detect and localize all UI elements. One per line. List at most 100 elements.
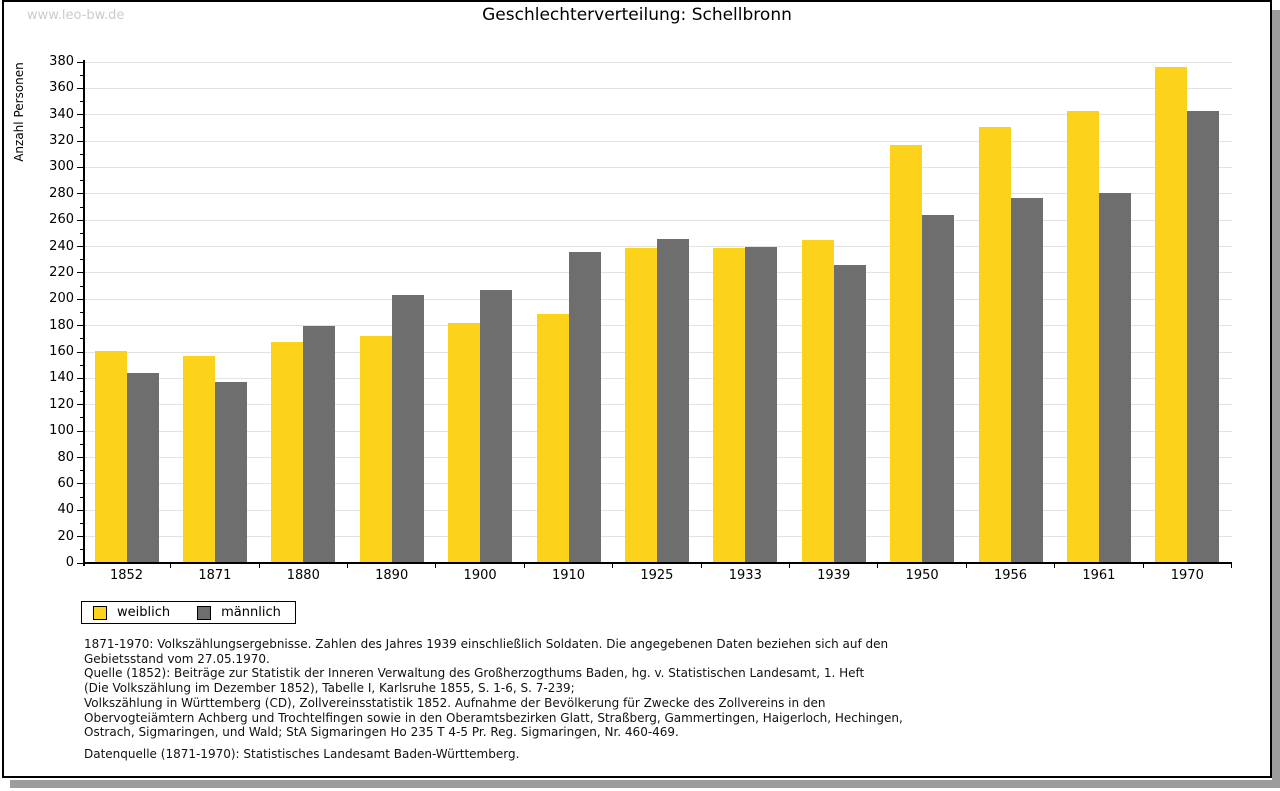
legend: weiblich männlich <box>81 601 296 624</box>
x-axis-tick <box>1054 564 1056 568</box>
y-axis-minor-tick <box>80 153 84 155</box>
bar-maennlich-1933 <box>745 246 778 562</box>
x-axis-tick <box>965 564 967 568</box>
y-axis-tick <box>77 272 84 274</box>
bar-weiblich-1925 <box>624 247 657 562</box>
gridline <box>85 219 1232 221</box>
y-axis-minor-tick <box>80 101 84 103</box>
chart-panel: www.leo-bw.de Geschlechterverteilung: Sc… <box>2 0 1272 778</box>
footnote-line: (Die Volkszählung im Dezember 1852), Tab… <box>84 681 575 696</box>
gridline <box>85 114 1232 116</box>
bar-maennlich-1956 <box>1010 197 1043 562</box>
panel-shadow-right <box>1272 10 1280 780</box>
x-axis-tick-label: 1956 <box>993 568 1028 583</box>
bar-maennlich-1900 <box>480 290 513 562</box>
y-axis-tick-label: 120 <box>49 396 74 412</box>
bar-weiblich-1900 <box>448 323 481 562</box>
y-axis-tick <box>77 193 84 195</box>
x-axis-line <box>83 562 1232 564</box>
y-axis-tick <box>77 377 84 379</box>
bar-weiblich-1852 <box>94 350 127 562</box>
x-axis-tick-label: 1880 <box>286 568 320 583</box>
x-axis-tick-label: 1970 <box>1170 568 1204 583</box>
panel-shadow-bottom <box>10 780 1280 788</box>
watermark: www.leo-bw.de <box>27 8 125 23</box>
y-axis-minor-tick <box>80 312 84 313</box>
y-axis-tick <box>77 166 84 168</box>
y-axis-tick-label: 100 <box>49 423 74 439</box>
gridline <box>85 140 1232 142</box>
y-axis-tick-label: 220 <box>49 264 74 280</box>
y-axis-tick <box>77 351 84 353</box>
x-axis-tick-label: 1961 <box>1082 568 1116 583</box>
y-axis-minor-tick <box>80 443 84 445</box>
x-axis-tick <box>435 564 437 568</box>
legend-label-weiblich: weiblich <box>117 605 171 620</box>
y-axis-minor-tick <box>80 496 84 498</box>
x-axis-tick-label: 1900 <box>463 568 497 583</box>
y-axis-tick-label: 260 <box>49 212 74 228</box>
footnote-source: Datenquelle (1871-1970): Statistisches L… <box>84 746 520 761</box>
y-axis-tick-label: 80 <box>57 449 74 465</box>
bar-weiblich-1933 <box>713 247 746 562</box>
y-axis-tick <box>77 483 84 485</box>
x-axis-tick-label: 1925 <box>640 568 674 583</box>
x-axis-tick-label: 1852 <box>109 568 144 583</box>
y-axis-minor-tick <box>80 180 84 182</box>
bar-maennlich-1890 <box>391 295 424 562</box>
y-axis-tick-label: 380 <box>49 54 74 69</box>
bar-weiblich-1910 <box>536 313 569 562</box>
y-axis-tick <box>77 430 84 432</box>
bar-weiblich-1880 <box>271 341 304 562</box>
x-axis-tick <box>523 564 525 568</box>
y-axis-line <box>83 60 85 566</box>
gridline <box>85 87 1232 89</box>
y-axis-tick <box>77 219 84 221</box>
y-axis-minor-tick <box>80 74 84 76</box>
y-axis-tick <box>77 562 84 564</box>
y-axis-minor-tick <box>80 338 84 340</box>
y-axis-minor-tick <box>80 549 84 551</box>
y-axis-tick-label: 340 <box>49 106 74 122</box>
bar-weiblich-1970 <box>1155 67 1188 562</box>
x-axis-tick <box>789 564 790 568</box>
y-axis-tick <box>77 61 84 63</box>
x-axis-tick-label: 1910 <box>551 568 586 583</box>
footnotes: 1871-1970: Volkszählungsergebnisse. Zahl… <box>84 637 903 762</box>
x-axis-tick <box>700 564 702 568</box>
legend-swatch-maennlich <box>197 605 212 620</box>
x-axis-tick-label: 1890 <box>375 568 409 583</box>
x-axis-tick <box>258 564 260 568</box>
y-axis-tick-label: 360 <box>49 80 74 96</box>
bar-maennlich-1950 <box>922 214 955 562</box>
y-axis-tick-label: 280 <box>49 185 74 201</box>
bar-weiblich-1956 <box>978 126 1011 562</box>
x-axis-tick-label: 1871 <box>198 568 232 583</box>
y-axis-tick-label: 320 <box>49 133 74 149</box>
y-axis-minor-tick <box>80 285 84 287</box>
y-axis-tick-label: 160 <box>49 344 74 360</box>
y-axis-tick <box>77 509 84 511</box>
x-axis-tick <box>612 564 614 568</box>
y-axis-tick <box>77 536 84 538</box>
y-axis-minor-tick <box>80 391 84 393</box>
y-axis-tick-label: 140 <box>49 370 74 386</box>
gridline <box>85 61 1232 63</box>
y-axis-tick <box>77 457 84 459</box>
y-axis-tick-label: 20 <box>57 528 74 544</box>
y-axis-tick-label: 180 <box>49 317 74 333</box>
bar-maennlich-1939 <box>833 265 866 562</box>
y-axis-tick <box>77 404 84 406</box>
x-axis-tick-label: 1939 <box>817 568 851 583</box>
y-axis-minor-tick <box>80 232 84 234</box>
y-axis-tick-label: 0 <box>65 555 74 570</box>
y-axis-tick <box>77 298 84 300</box>
bar-maennlich-1880 <box>303 325 336 562</box>
bar-maennlich-1871 <box>214 382 247 562</box>
x-axis-tick <box>1142 564 1144 568</box>
y-axis-tick <box>77 140 84 142</box>
y-axis-tick-label: 300 <box>49 159 74 175</box>
bar-maennlich-1970 <box>1187 110 1220 562</box>
y-axis-tick-label: 40 <box>57 502 74 518</box>
bar-maennlich-1910 <box>568 251 601 562</box>
